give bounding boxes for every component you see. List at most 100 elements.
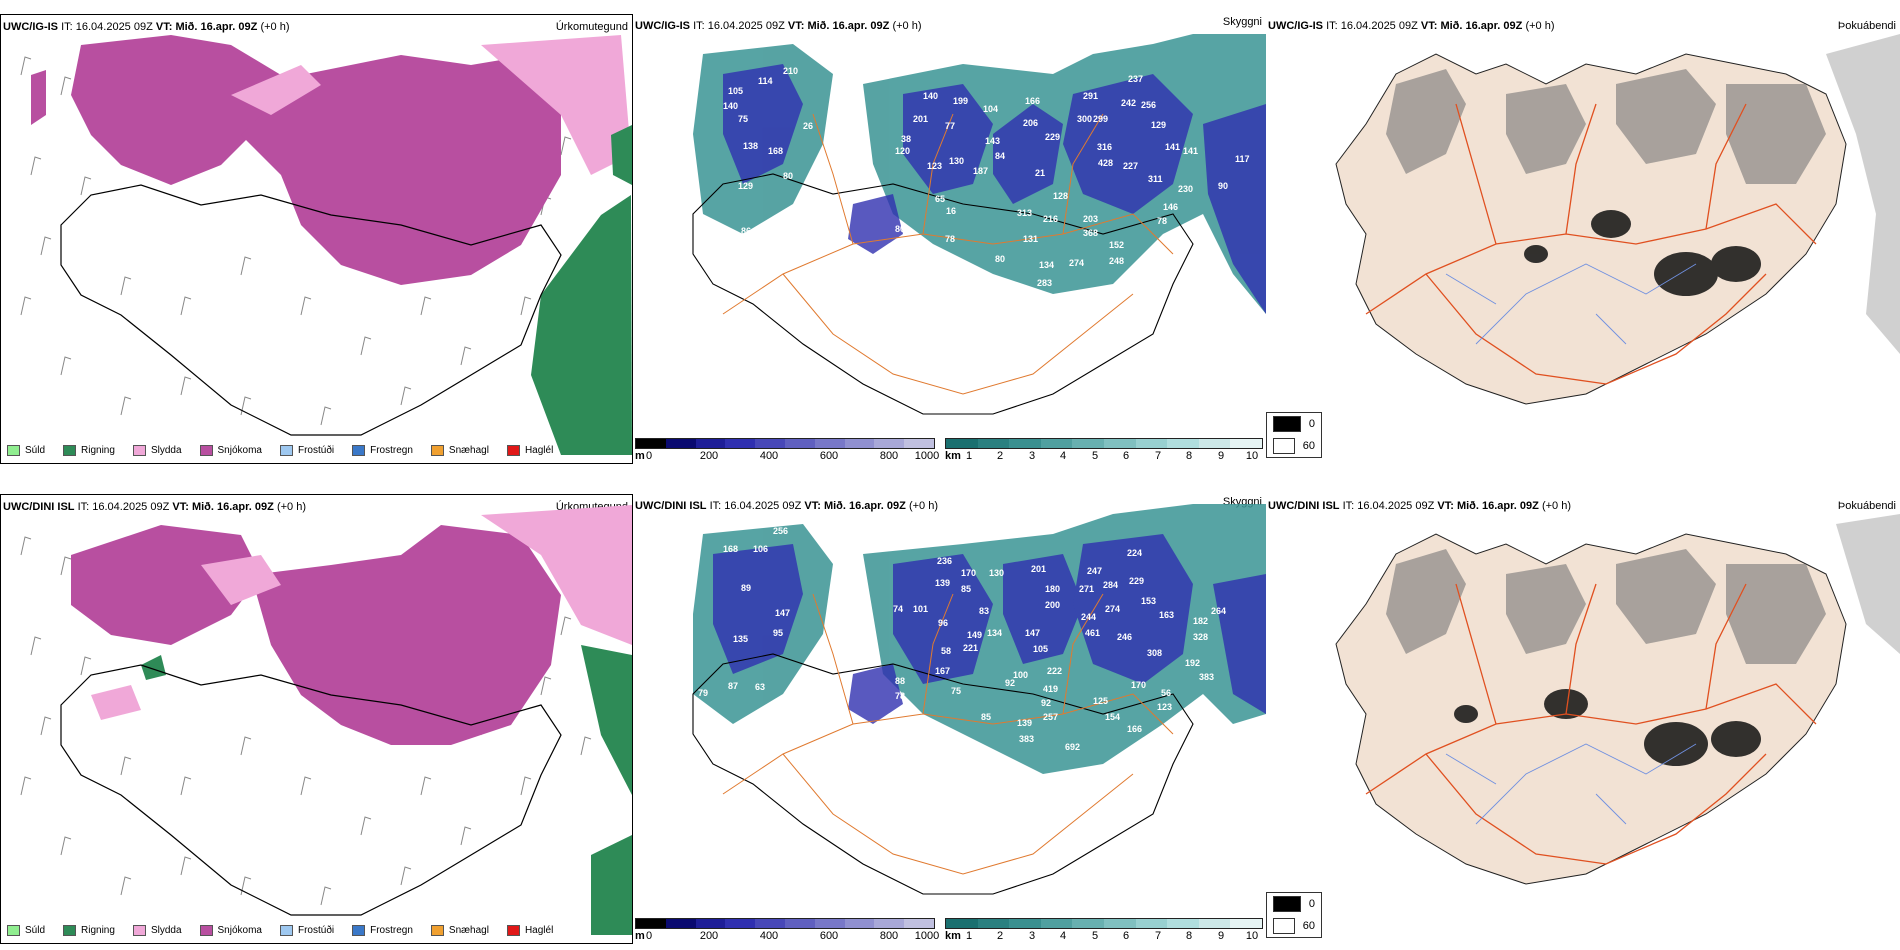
svg-text:147: 147 (1025, 628, 1040, 638)
fog-map (1335, 514, 1900, 885)
swatch (63, 925, 77, 936)
svg-text:71: 71 (795, 221, 805, 231)
svg-text:134: 134 (1039, 260, 1054, 270)
legend-item-sudl: Súld (7, 445, 45, 456)
svg-text:77: 77 (945, 121, 955, 131)
svg-text:274: 274 (1105, 604, 1120, 614)
svg-text:21: 21 (1035, 168, 1045, 178)
swatch (506, 925, 520, 936)
fog-panel-row2: UWC/DINI ISL IT: 16.04.2025 09Z VT: Mið.… (1266, 494, 1900, 944)
svg-text:227: 227 (1123, 161, 1138, 171)
svg-text:428: 428 (1098, 158, 1113, 168)
svg-text:316: 316 (1097, 142, 1112, 152)
cloudbase-bar-swatches (635, 918, 935, 929)
svg-text:72: 72 (895, 241, 905, 251)
svg-text:216: 216 (1043, 214, 1058, 224)
legend-item-haglel: Haglél (506, 445, 553, 456)
vis-bin-6 (1135, 439, 1168, 448)
precip-snow-areas (71, 525, 561, 745)
precip-map (20, 505, 632, 935)
svg-text:248: 248 (1109, 256, 1124, 266)
cloudbase-bin-5 (784, 439, 815, 448)
svg-text:311: 311 (1148, 174, 1163, 184)
tick: 5 (1091, 930, 1099, 942)
svg-text:274: 274 (1069, 258, 1084, 268)
legend-item-rigning: Rigning (63, 445, 115, 456)
svg-text:692: 692 (1065, 742, 1080, 752)
svg-text:100: 100 (1013, 670, 1028, 680)
tick: 800 (879, 450, 899, 462)
precip-rain-areas (141, 645, 632, 935)
svg-text:222: 222 (1047, 666, 1062, 676)
fog-dark-areas (1524, 210, 1761, 296)
visibility-ticks: km 1 2 3 4 5 6 7 8 9 10 (945, 450, 1263, 464)
fog-legend-item: 0 (1267, 893, 1321, 915)
vis-bin-1 (977, 919, 1010, 928)
vis-bin-7 (1167, 919, 1199, 928)
tick: 5 (1091, 450, 1099, 462)
svg-text:149: 149 (967, 630, 982, 640)
svg-text:85: 85 (961, 584, 971, 594)
svg-text:147: 147 (775, 608, 790, 618)
vis-bin-2 (1009, 919, 1041, 928)
visibility-panel-row2: UWC/DINI ISL IT: 16.04.2025 09Z VT: Mið.… (633, 494, 1266, 944)
svg-text:105: 105 (1033, 644, 1048, 654)
svg-text:75: 75 (738, 114, 748, 124)
panel-title: UWC/DINI ISL IT: 16.04.2025 09Z VT: Mið.… (3, 501, 306, 513)
svg-text:229: 229 (1129, 576, 1144, 586)
svg-text:123: 123 (1157, 702, 1172, 712)
swatch (352, 445, 366, 456)
cloudbase-bin-2 (695, 919, 726, 928)
swatch (430, 445, 444, 456)
legend-item-frostudi: Frostúði (279, 925, 334, 936)
visibility-panel-row1: UWC/IG-IS IT: 16.04.2025 09Z VT: Mið. 16… (633, 14, 1266, 464)
tick: 2 (996, 930, 1004, 942)
svg-text:166: 166 (1127, 724, 1142, 734)
iceland-land (1335, 53, 1847, 405)
tick: 2 (996, 450, 1004, 462)
svg-text:56: 56 (1161, 688, 1171, 698)
svg-text:139: 139 (1017, 718, 1032, 728)
visibility-unit: km (945, 930, 961, 942)
precip-sleet-areas (231, 35, 631, 175)
svg-text:83: 83 (979, 606, 989, 616)
road-network (722, 113, 1174, 395)
vis-bin-9 (1230, 919, 1262, 928)
legend-item-frostregn: Frostregn (352, 925, 413, 936)
visibility-map: 256 168 106 89 147 95 135 87 79 63 84 74… (692, 504, 1266, 895)
fog-rivers (1445, 263, 1697, 345)
svg-text:192: 192 (1185, 658, 1200, 668)
svg-text:134: 134 (987, 628, 1002, 638)
cloudbase-bin-3 (725, 439, 756, 448)
svg-text:135: 135 (733, 634, 748, 644)
visibility-bar-swatches (945, 438, 1263, 449)
precip-legend: Súld Rigning Slydda Snjókoma Frostúði Fr… (7, 925, 553, 936)
visibility-map: 105 114 210 140 75 138 168 129 80 26 71 … (692, 34, 1266, 415)
svg-text:203: 203 (1083, 214, 1098, 224)
svg-text:63: 63 (755, 682, 765, 692)
svg-text:143: 143 (985, 136, 1000, 146)
svg-text:92: 92 (1005, 678, 1015, 688)
fog-legend-item: 60 (1267, 915, 1321, 937)
fog-legend-item: 60 (1267, 435, 1321, 457)
tick: 400 (759, 930, 779, 942)
svg-text:114: 114 (758, 76, 773, 86)
visibility-values: 105 114 210 140 75 138 168 129 80 26 71 … (718, 66, 1250, 306)
tick: 400 (759, 450, 779, 462)
tick: 200 (699, 450, 719, 462)
tick: 10 (1245, 930, 1259, 942)
fog-road-network (1365, 583, 1817, 865)
vis-bin-4 (1072, 919, 1104, 928)
visibility-colorbar: km 1 2 3 4 5 6 7 8 9 10 (945, 438, 1263, 464)
svg-text:125: 125 (1093, 696, 1108, 706)
tick: 0 (645, 930, 653, 942)
tick: 4 (1059, 930, 1067, 942)
fog-swatch-white (1273, 918, 1295, 934)
svg-text:230: 230 (1178, 184, 1193, 194)
svg-text:419: 419 (1043, 684, 1058, 694)
svg-text:168: 168 (723, 544, 738, 554)
fog-gray-areas (1386, 549, 1826, 664)
svg-text:237: 237 (1128, 74, 1143, 84)
svg-text:80: 80 (895, 224, 905, 234)
tick: 800 (879, 930, 899, 942)
